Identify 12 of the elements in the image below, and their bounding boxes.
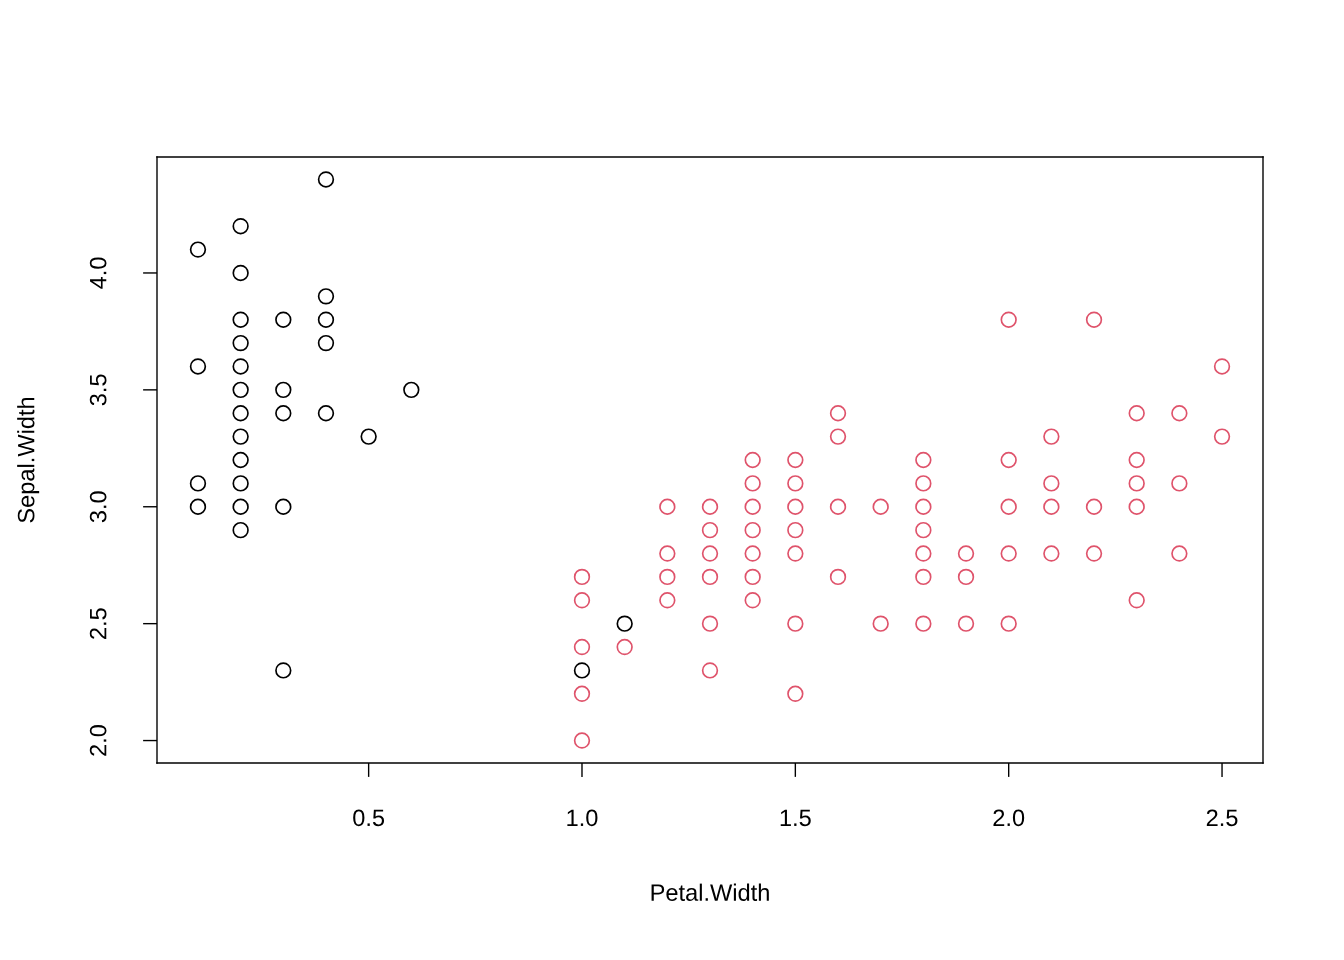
x-tick-label: 2.5	[1206, 809, 1238, 827]
y-tick-label: 4.0	[89, 257, 107, 289]
x-tick-label: 1.0	[567, 809, 598, 827]
y-tick-label: 2.0	[89, 725, 107, 756]
x-tick-label: 1.5	[780, 809, 811, 827]
y-tick-label: 2.5	[89, 608, 107, 639]
x-tick-label: 2.0	[993, 809, 1025, 827]
x-axis-title: Petal.Width	[651, 883, 769, 901]
y-tick-label: 3.5	[89, 374, 107, 406]
y-axis-title: Sepal.Width	[17, 397, 40, 523]
x-tick-label: 0.5	[353, 809, 385, 827]
y-tick-label: 3.0	[89, 491, 107, 523]
